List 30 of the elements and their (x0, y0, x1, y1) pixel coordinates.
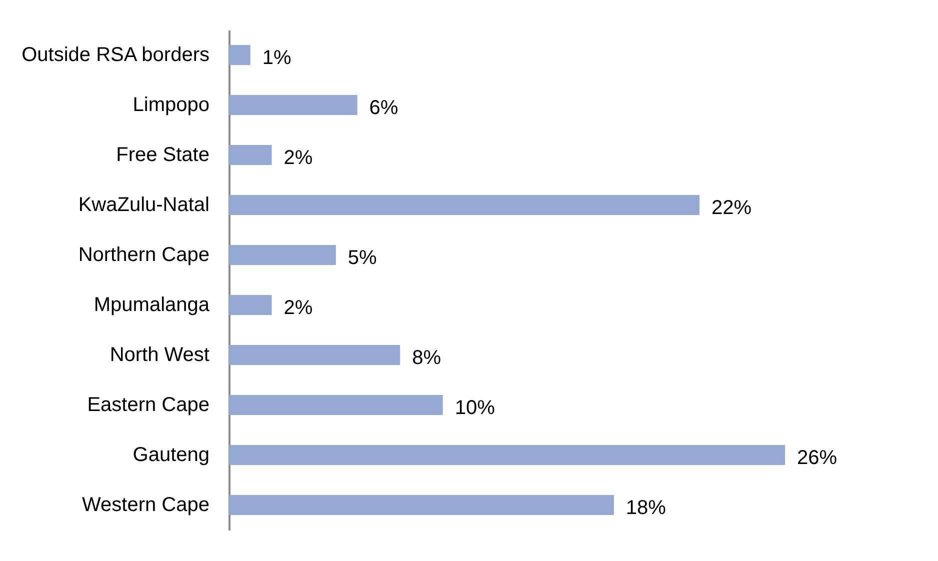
data-label: 2% (284, 297, 313, 319)
data-label: 10% (454, 397, 496, 419)
y-tick-label: Gauteng (132, 444, 210, 466)
y-tick-label: Free State (116, 144, 210, 166)
data-label: 2% (284, 147, 313, 169)
y-tick-label: Eastern Cape (87, 394, 210, 416)
bar (229, 45, 250, 65)
bar (229, 395, 443, 415)
bar (229, 95, 358, 115)
y-tick-label: Limpopo (132, 94, 210, 116)
data-label: 22% (711, 197, 752, 219)
bar (229, 245, 336, 265)
bar (229, 295, 272, 315)
data-label: 5% (348, 247, 378, 269)
y-tick-label: Northern Cape (78, 244, 210, 266)
y-tick-label: Western Cape (82, 494, 210, 516)
y-tick-label: KwaZulu-Natal (78, 194, 210, 216)
bar (229, 195, 700, 215)
y-tick-label: Outside RSA borders (22, 44, 210, 66)
bar (229, 495, 614, 515)
data-label: 1% (262, 47, 292, 69)
data-label: 6% (369, 97, 398, 119)
data-label: 18% (626, 497, 666, 519)
bar (229, 345, 400, 365)
bar (229, 445, 785, 465)
y-tick-label: Mpumalanga (94, 294, 210, 316)
bar (229, 145, 272, 165)
y-tick-label: North West (110, 344, 210, 366)
data-label: 8% (412, 347, 442, 369)
data-label: 26% (797, 447, 838, 469)
